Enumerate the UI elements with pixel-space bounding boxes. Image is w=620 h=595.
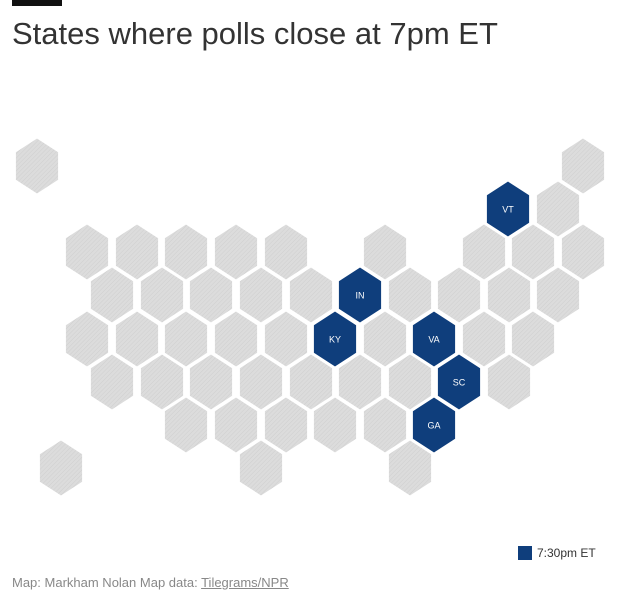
credit-link[interactable]: Tilegrams/NPR: [201, 575, 289, 590]
credit-text: Map: Markham Nolan Map data:: [12, 575, 198, 590]
state-hex: [139, 353, 185, 411]
state-hex: [560, 223, 606, 281]
state-hex: [64, 310, 110, 368]
state-label: IN: [356, 291, 365, 301]
state-hex: [114, 223, 160, 281]
state-hex: [163, 310, 209, 368]
highlighted-hex: [485, 180, 531, 238]
state-hex: [288, 266, 334, 324]
state-hex: [263, 396, 309, 454]
state-hex: [213, 223, 259, 281]
state-hex: [362, 223, 408, 281]
credit: Map: Markham Nolan Map data: Tilegrams/N…: [12, 575, 289, 590]
state-hex: [263, 223, 309, 281]
highlighted-states: VT IN KY VA SC GA: [312, 180, 531, 454]
state-hex: [114, 310, 160, 368]
state-hex: [535, 266, 581, 324]
state-hex: [486, 266, 532, 324]
state-label: VT: [502, 205, 514, 215]
state-hex: [362, 310, 408, 368]
state-hex: [89, 266, 135, 324]
state-hex: [312, 396, 358, 454]
state-hex: [163, 396, 209, 454]
state-hex: [436, 266, 482, 324]
state-hex: [213, 396, 259, 454]
state-hex: [14, 137, 60, 195]
state-hex: [188, 266, 234, 324]
state-hex: [38, 439, 84, 497]
legend-swatch: [518, 546, 532, 560]
state-hex: [461, 223, 507, 281]
state-hex: [362, 396, 408, 454]
state-hex: [238, 439, 284, 497]
state-hex: [188, 353, 234, 411]
state-hex: [486, 353, 532, 411]
highlighted-hex: [312, 310, 358, 368]
state-hex: [510, 310, 556, 368]
state-hex: [139, 266, 185, 324]
state-hex: [387, 353, 433, 411]
state-hex: [337, 353, 383, 411]
state-hex: [263, 310, 309, 368]
state-hex: [64, 223, 110, 281]
highlighted-hex: [436, 353, 482, 411]
state-hex: [535, 180, 581, 238]
state-hex: [387, 266, 433, 324]
state-hex: [238, 353, 284, 411]
state-label: SC: [453, 378, 466, 388]
state-hex: [89, 353, 135, 411]
state-hex: [288, 353, 334, 411]
state-hex: [560, 137, 606, 195]
top-bar: [12, 0, 62, 6]
state-hex: [387, 439, 433, 497]
state-label: GA: [427, 421, 440, 431]
state-hex: [461, 310, 507, 368]
legend: 7:30pm ET: [518, 546, 596, 560]
state-hex: [213, 310, 259, 368]
state-hex: [238, 266, 284, 324]
highlighted-hex: [337, 266, 383, 324]
state-hex: [163, 223, 209, 281]
state-label: VA: [428, 335, 439, 345]
state-label: KY: [329, 335, 341, 345]
state-hex: [510, 223, 556, 281]
highlighted-hex: [411, 310, 457, 368]
legend-label: 7:30pm ET: [537, 546, 596, 560]
highlighted-hex: [411, 396, 457, 454]
hex-map: VT IN KY VA SC GA: [14, 137, 606, 497]
title: States where polls close at 7pm ET: [12, 16, 498, 51]
